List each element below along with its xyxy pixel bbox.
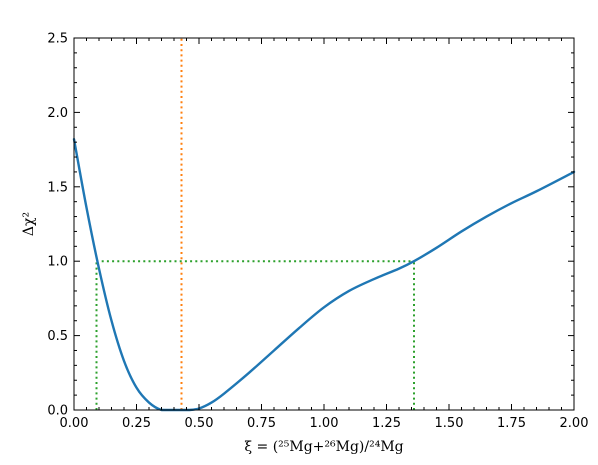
x-tick-label: 1.00	[310, 416, 339, 431]
series-layer	[72, 137, 576, 412]
plot-frame	[73, 37, 575, 411]
x-tick-label: 1.50	[435, 416, 464, 431]
x-tick-label: 1.25	[372, 416, 401, 431]
y-tick-label: 0.0	[47, 404, 68, 419]
x-tick-label: 1.75	[497, 416, 526, 431]
axis-ticks	[73, 37, 575, 411]
y-tick-label: 1.5	[47, 180, 68, 195]
y-tick-label: 2.5	[47, 32, 68, 47]
x-tick-label: 0.00	[60, 416, 89, 431]
y-axis-label: Δχ²	[21, 212, 37, 236]
series-line-1	[72, 137, 576, 412]
x-tick-label: 0.50	[185, 416, 214, 431]
x-tick-label: 0.25	[122, 416, 151, 431]
x-tick-label: 2.00	[560, 416, 589, 431]
y-tick-label: 0.5	[47, 329, 68, 344]
x-axis-label: ξ = (²⁵Mg+²⁶Mg)/²⁴Mg	[244, 439, 403, 455]
x-tick-label: 0.75	[247, 416, 276, 431]
y-tick-label: 1.0	[47, 255, 68, 270]
tick-labels: 0.00 0.25 0.50 0.75 1.00 1.25 1.50 1.75 2.00 0.0 0…	[47, 32, 588, 432]
y-tick-label: 2.0	[47, 106, 68, 121]
reference-lines	[95, 38, 415, 410]
